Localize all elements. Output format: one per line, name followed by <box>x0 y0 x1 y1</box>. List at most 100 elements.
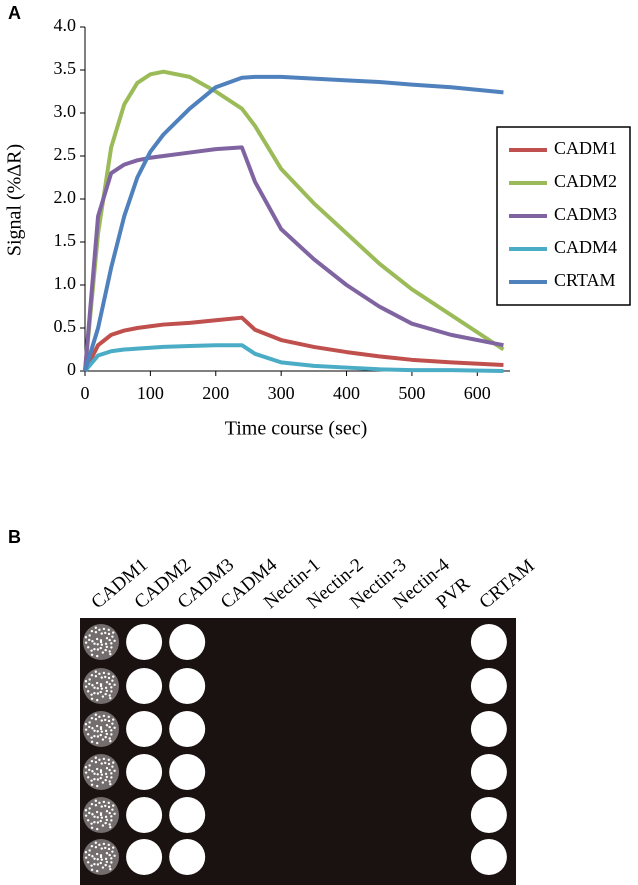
blot-speck <box>94 799 98 802</box>
blot-spot <box>169 624 206 660</box>
blot-speck <box>111 722 114 725</box>
blot-speck <box>94 670 98 673</box>
blot-speck <box>88 853 91 857</box>
blot-speck <box>96 816 99 819</box>
blot-speck <box>107 762 111 766</box>
legend-label: CADM2 <box>554 171 617 191</box>
blot-speck <box>112 675 115 678</box>
blot-speck <box>96 863 100 866</box>
blot-speck <box>101 651 105 654</box>
blot-speck <box>98 672 101 676</box>
blot-speck <box>93 862 96 866</box>
blot-speck <box>86 861 90 864</box>
blot-speck <box>98 628 101 632</box>
blot-speck <box>84 851 88 854</box>
line-series <box>83 74 504 372</box>
blot-speck <box>113 854 116 858</box>
blot-speck <box>111 635 114 638</box>
blot-speck <box>107 758 110 762</box>
blot-speck <box>84 685 88 688</box>
x-tick-label: 100 <box>137 383 164 403</box>
blot-speck <box>94 841 98 844</box>
blot-spot <box>470 839 507 875</box>
legend-label: CADM1 <box>554 138 617 158</box>
blot-speck <box>91 855 94 858</box>
blot-speck <box>110 642 113 645</box>
blot-speck <box>108 638 111 642</box>
blot-speck <box>99 819 102 823</box>
blot-speck <box>112 846 115 849</box>
blot-speck <box>84 771 88 774</box>
blot-speck <box>99 639 103 642</box>
x-tick-label: 300 <box>268 383 295 403</box>
x-tick-label: 0 <box>81 383 90 403</box>
blot-speck <box>88 634 91 637</box>
blot-spot <box>470 624 507 660</box>
blot-speck <box>104 729 108 733</box>
blot-speck <box>88 678 91 681</box>
blot-speck <box>93 691 96 695</box>
blot-speck <box>90 649 93 652</box>
blot-speck <box>99 683 103 686</box>
blot-speck <box>109 867 112 871</box>
blot-speck <box>93 815 96 818</box>
blot-speck <box>100 730 104 733</box>
blot-speck <box>102 757 106 761</box>
blot-speck <box>90 822 93 825</box>
blot-speck <box>108 853 111 857</box>
blot-speck <box>107 719 111 723</box>
blot-speck <box>90 653 94 656</box>
blot-speck <box>99 726 103 729</box>
blot-speck <box>101 824 105 827</box>
blot-speck <box>107 632 111 636</box>
blot-speck <box>86 646 90 649</box>
blot-speck <box>100 805 103 808</box>
blot-spot <box>470 754 507 790</box>
blot-speck <box>107 805 111 809</box>
blot-speck <box>96 821 100 824</box>
blot-speck <box>104 778 107 782</box>
blot-speck <box>110 733 113 736</box>
blot-speck <box>99 646 102 650</box>
blot-speck <box>84 680 88 683</box>
blot-speck <box>93 686 96 689</box>
blot-speck <box>90 759 94 763</box>
blot-speck <box>110 729 113 732</box>
blot-speck <box>98 843 101 847</box>
blot-speck <box>105 636 109 640</box>
blot-speck <box>104 857 108 861</box>
blot-speck <box>109 825 112 829</box>
blot-speck <box>90 673 94 677</box>
blot-speck <box>107 801 110 805</box>
blot-speck <box>109 652 112 656</box>
blot-speck <box>100 632 103 635</box>
blot-speck <box>96 730 99 733</box>
blot-speck <box>95 637 99 641</box>
blot-speck <box>104 804 107 808</box>
blot-speck <box>88 638 91 642</box>
blot-speck <box>96 698 99 702</box>
blot-speck <box>105 860 109 864</box>
blot-spot <box>470 668 507 704</box>
blot-speck <box>108 823 111 826</box>
blot-speck <box>102 671 106 675</box>
blot-speck <box>100 858 104 861</box>
column-label: CRTAM <box>475 555 538 613</box>
blot-speck <box>110 646 113 649</box>
blot-speck <box>104 821 107 825</box>
blot-speck <box>107 676 111 680</box>
blot-speck <box>113 639 116 643</box>
blot-speck <box>88 725 91 729</box>
blot-speck <box>104 675 107 679</box>
y-tick-label: 0.5 <box>54 316 77 336</box>
blot-speck <box>112 761 115 764</box>
blot-speck <box>91 770 94 773</box>
blot-speck <box>104 815 108 819</box>
y-axis-label: Signal (%ΔR) <box>4 144 26 256</box>
blot-speck <box>86 819 90 822</box>
blot-speck <box>88 807 91 810</box>
blot-speck <box>88 682 91 686</box>
blot-speck <box>96 735 100 738</box>
x-tick-label: 400 <box>333 383 360 403</box>
blot-speck <box>107 628 110 632</box>
